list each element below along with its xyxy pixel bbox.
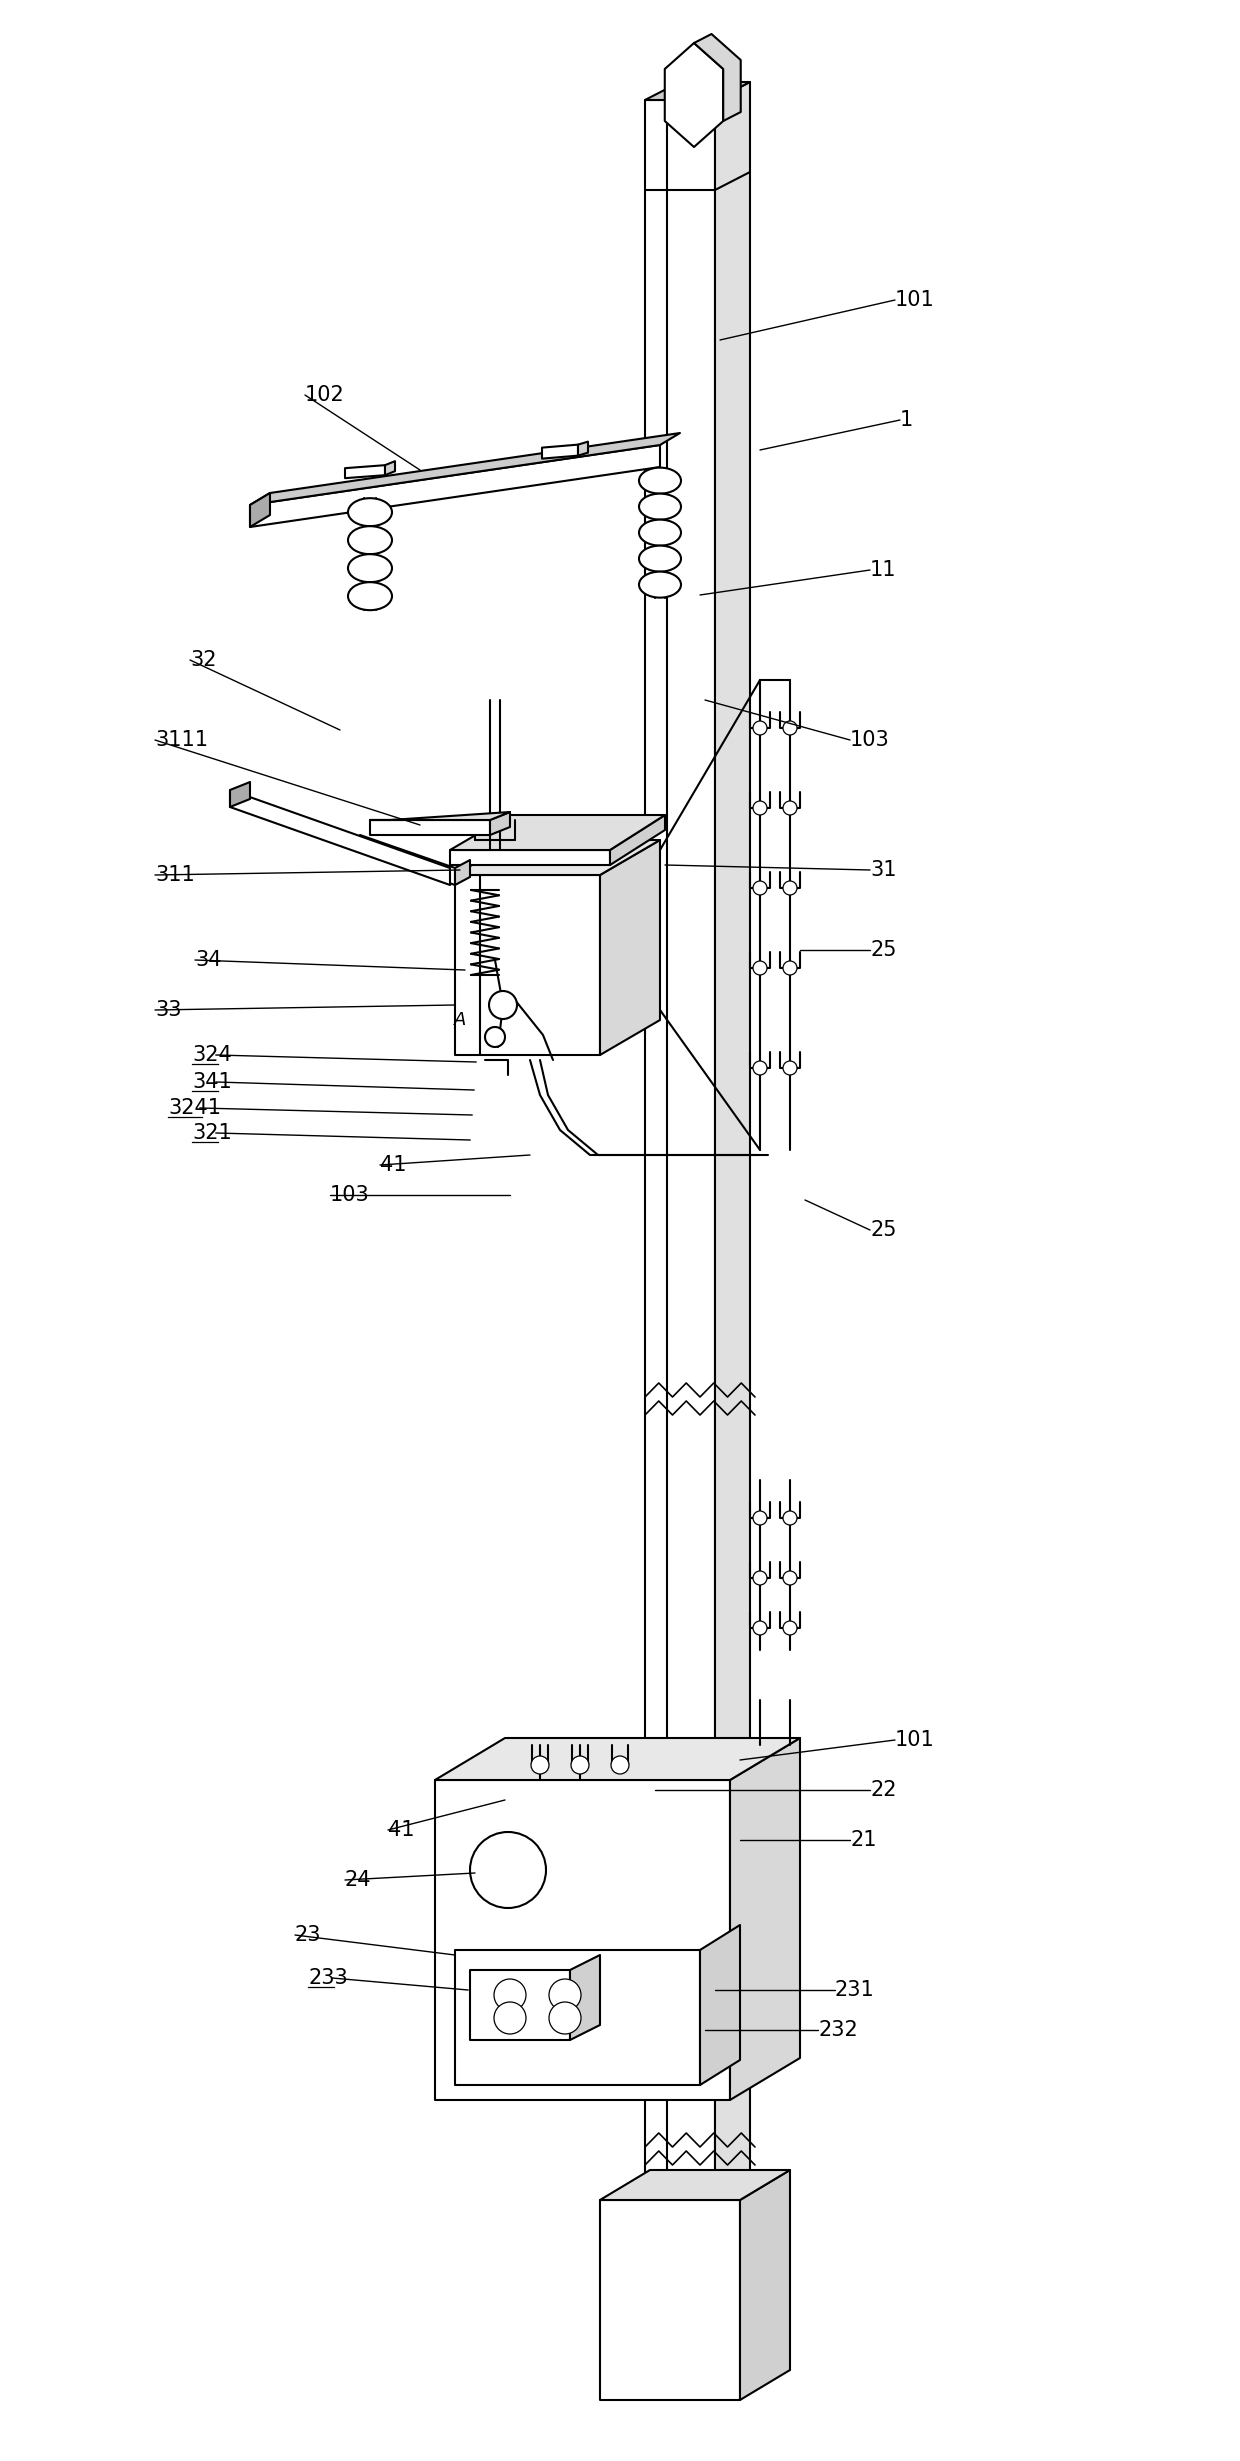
Circle shape <box>782 881 797 896</box>
Circle shape <box>549 1979 582 2011</box>
Circle shape <box>611 1757 629 1774</box>
Polygon shape <box>384 460 396 475</box>
Ellipse shape <box>639 468 681 495</box>
Circle shape <box>494 1979 526 2011</box>
Circle shape <box>549 2001 582 2033</box>
Text: 232: 232 <box>818 2020 858 2040</box>
Polygon shape <box>360 834 455 886</box>
Text: 32: 32 <box>190 650 217 669</box>
Text: 1: 1 <box>900 411 913 431</box>
Polygon shape <box>370 812 510 820</box>
Circle shape <box>753 1570 768 1585</box>
Polygon shape <box>665 42 723 148</box>
Polygon shape <box>455 876 600 1056</box>
Circle shape <box>753 721 768 736</box>
Text: 31: 31 <box>870 859 897 881</box>
Polygon shape <box>450 815 665 849</box>
Circle shape <box>489 992 517 1019</box>
Text: 321: 321 <box>192 1122 232 1142</box>
Circle shape <box>782 1622 797 1634</box>
Text: 103: 103 <box>330 1186 370 1206</box>
Polygon shape <box>345 465 384 477</box>
Circle shape <box>753 881 768 896</box>
Ellipse shape <box>348 583 392 610</box>
Circle shape <box>753 1511 768 1526</box>
Ellipse shape <box>348 527 392 554</box>
Text: 41: 41 <box>388 1821 414 1841</box>
Text: 25: 25 <box>870 940 897 960</box>
Circle shape <box>782 1511 797 1526</box>
Polygon shape <box>250 492 270 527</box>
Text: 101: 101 <box>895 290 935 310</box>
Polygon shape <box>490 812 510 834</box>
Polygon shape <box>600 839 660 1056</box>
Circle shape <box>753 1622 768 1634</box>
Text: 24: 24 <box>345 1870 372 1890</box>
Ellipse shape <box>348 554 392 583</box>
Circle shape <box>782 1061 797 1075</box>
Text: 3111: 3111 <box>155 731 208 751</box>
Circle shape <box>485 1026 505 1046</box>
Polygon shape <box>455 1949 701 2084</box>
Text: 102: 102 <box>305 384 345 406</box>
Polygon shape <box>542 445 578 458</box>
Circle shape <box>782 800 797 815</box>
Polygon shape <box>578 441 588 455</box>
Text: 231: 231 <box>835 1981 874 2001</box>
Polygon shape <box>455 859 470 886</box>
Polygon shape <box>645 81 750 101</box>
Ellipse shape <box>639 571 681 598</box>
Polygon shape <box>470 1969 570 2040</box>
Polygon shape <box>455 839 660 876</box>
Circle shape <box>753 800 768 815</box>
Polygon shape <box>730 1737 800 2099</box>
Polygon shape <box>250 445 660 527</box>
Circle shape <box>753 1061 768 1075</box>
Polygon shape <box>370 820 490 834</box>
Text: 11: 11 <box>870 561 897 581</box>
Polygon shape <box>715 81 750 2350</box>
Polygon shape <box>694 34 740 121</box>
Polygon shape <box>435 1779 730 2099</box>
Ellipse shape <box>639 495 681 519</box>
Text: 3241: 3241 <box>167 1098 221 1117</box>
Ellipse shape <box>639 519 681 546</box>
Text: 41: 41 <box>379 1154 407 1174</box>
Circle shape <box>470 1831 546 1907</box>
Polygon shape <box>450 849 610 864</box>
Circle shape <box>782 1570 797 1585</box>
Polygon shape <box>570 1954 600 2040</box>
Text: 22: 22 <box>870 1779 897 1799</box>
Circle shape <box>570 1757 589 1774</box>
Polygon shape <box>435 1737 800 1779</box>
Circle shape <box>753 960 768 975</box>
Text: 101: 101 <box>895 1730 935 1750</box>
Polygon shape <box>229 783 250 807</box>
Circle shape <box>531 1757 549 1774</box>
Text: 25: 25 <box>870 1221 897 1240</box>
Circle shape <box>782 960 797 975</box>
Polygon shape <box>701 1925 740 2084</box>
Text: 103: 103 <box>849 731 890 751</box>
Text: 21: 21 <box>849 1831 877 1851</box>
Text: 233: 233 <box>308 1969 347 1988</box>
Polygon shape <box>229 790 450 886</box>
Polygon shape <box>740 2171 790 2399</box>
Ellipse shape <box>639 546 681 571</box>
Text: 33: 33 <box>155 999 181 1019</box>
Text: 341: 341 <box>192 1073 232 1093</box>
Text: 23: 23 <box>295 1925 321 1944</box>
Text: 34: 34 <box>195 950 222 970</box>
Polygon shape <box>250 433 680 505</box>
Ellipse shape <box>348 497 392 527</box>
Text: 311: 311 <box>155 864 195 886</box>
Polygon shape <box>600 2200 740 2399</box>
Text: 324: 324 <box>192 1046 232 1066</box>
Polygon shape <box>645 101 715 2350</box>
Text: A: A <box>454 1011 466 1029</box>
Circle shape <box>494 2001 526 2033</box>
Polygon shape <box>600 2171 790 2200</box>
Circle shape <box>782 721 797 736</box>
Polygon shape <box>610 815 665 864</box>
